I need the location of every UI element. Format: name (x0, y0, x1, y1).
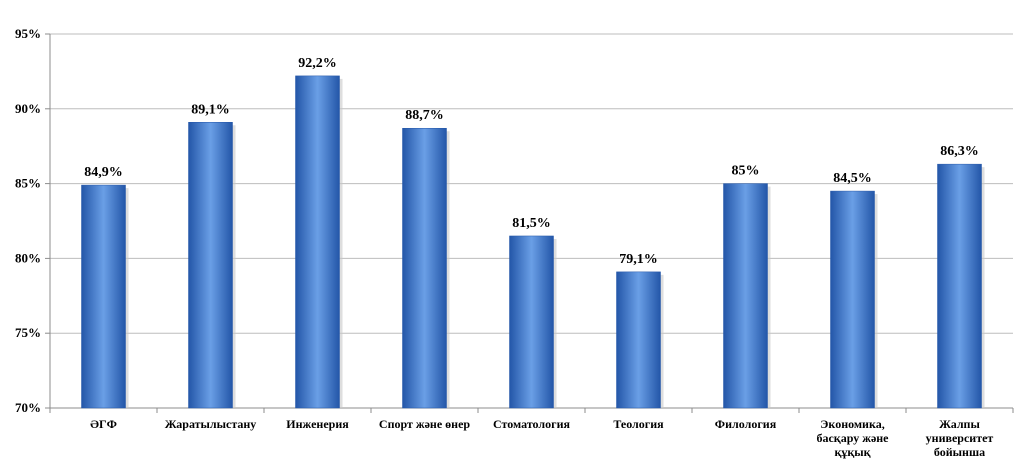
bar (723, 183, 768, 409)
bar (81, 184, 126, 409)
x-category-label: Жалпы университет бойынша (926, 417, 994, 459)
x-category-label: Теология (613, 417, 664, 431)
x-category-label: Инженерия (286, 417, 349, 431)
x-category-label: Филология (715, 417, 777, 431)
data-label: 79,1% (619, 252, 658, 267)
bar (830, 190, 875, 409)
y-axis-ticks: 70% 75% 80% 85% 90% 95% (15, 26, 50, 415)
data-label: 84,5% (833, 171, 872, 186)
y-tick-label: 75% (15, 325, 41, 340)
data-label: 88,7% (405, 108, 444, 123)
bar (616, 271, 661, 409)
data-label: 92,2% (298, 56, 337, 71)
y-tick-label: 70% (15, 400, 41, 415)
data-label: 84,9% (84, 165, 123, 180)
bars (81, 75, 985, 409)
y-tick-label: 95% (15, 26, 41, 41)
x-category-label: Жаратылыстану (165, 417, 257, 431)
x-category-label: Экономика, басқару және құқық (816, 417, 889, 459)
x-category-label: Стоматология (493, 417, 570, 431)
data-label: 85% (732, 164, 760, 179)
y-tick-label: 85% (15, 176, 41, 191)
x-category-label: Спорт және өнер (379, 417, 470, 431)
y-tick-label: 90% (15, 101, 41, 116)
data-label: 89,1% (191, 102, 230, 117)
bar (295, 75, 340, 409)
y-tick-label: 80% (15, 250, 41, 265)
bar (402, 127, 447, 409)
data-label: 81,5% (512, 216, 551, 231)
bar (937, 163, 982, 409)
bar (188, 122, 233, 409)
bar (509, 235, 554, 409)
x-category-label: ӘГФ (90, 417, 117, 431)
category-labels: ӘГФ Жаратылыстану Инженерия Спорт және өнер… (90, 417, 993, 459)
data-label: 86,3% (940, 144, 979, 159)
data-labels: 84,9% 89,1% 92,2% 88,7% 81,5% 79,1% 85% 84,5% 86… (84, 56, 979, 267)
